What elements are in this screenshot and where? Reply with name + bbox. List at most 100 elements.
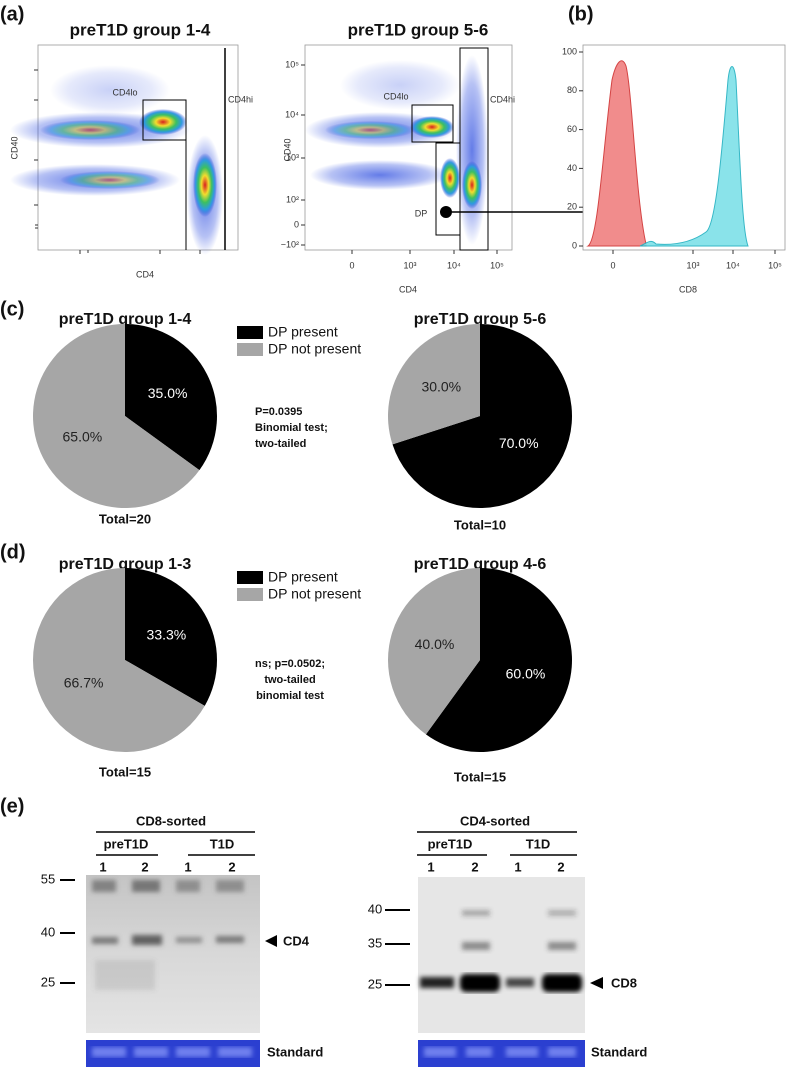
plot-title: preT1D group 1-4 xyxy=(70,20,211,39)
lane-label: 1 xyxy=(427,859,434,874)
x-tick-label: 10³ xyxy=(403,260,416,270)
pie-slice xyxy=(425,568,572,752)
band-label: CD4 xyxy=(283,933,310,948)
y-tick-label: 10⁴ xyxy=(285,109,299,119)
y-tick-label: 10⁵ xyxy=(285,59,299,69)
marker-label: 40 xyxy=(368,901,382,916)
axis-label: CD40 xyxy=(282,138,292,161)
y-tick-label: 0 xyxy=(294,219,299,229)
annotation: binomial test xyxy=(256,690,324,702)
legend-label: DP not present xyxy=(268,586,361,602)
value-label: 60.0% xyxy=(506,665,546,681)
x-tick-label: 10⁴ xyxy=(726,260,740,270)
value-label: 33.3% xyxy=(147,627,187,643)
legend-label: DP present xyxy=(268,324,338,340)
pie-slice xyxy=(32,324,200,509)
y-tick-label: −10² xyxy=(281,239,299,249)
legend-swatch xyxy=(237,588,263,601)
marker-label: 40 xyxy=(41,924,55,939)
x-tick-label: 10⁵ xyxy=(768,260,782,270)
pie-slice xyxy=(125,568,218,706)
y-tick-label: 40 xyxy=(567,163,577,173)
gate-label: CD4lo xyxy=(383,91,408,101)
band-label: CD8 xyxy=(611,975,637,990)
pie-title: preT1D group 1-4 xyxy=(59,311,192,328)
legend-swatch xyxy=(237,571,263,584)
annotation: two-tailed xyxy=(255,438,306,450)
standard-label: Standard xyxy=(591,1044,647,1059)
panel-label: (b) xyxy=(568,3,594,25)
gate-label: CD4lo xyxy=(112,87,137,97)
group-label: T1D xyxy=(526,836,551,851)
marker-label: 55 xyxy=(41,871,55,886)
histogram xyxy=(582,44,786,254)
lane-label: 1 xyxy=(514,859,521,874)
x-tick-label: 10⁵ xyxy=(490,260,504,270)
x-tick-label: 0 xyxy=(610,260,615,270)
lane-label: 1 xyxy=(184,859,191,874)
pie-slice xyxy=(125,324,217,471)
x-tick-label: 10⁴ xyxy=(447,260,461,270)
pie-slice xyxy=(388,324,480,445)
pie-title: preT1D group 4-6 xyxy=(414,556,547,573)
legend-swatch xyxy=(237,343,263,356)
marker-label: 35 xyxy=(368,935,382,950)
marker-label: 25 xyxy=(41,974,55,989)
legend-label: DP not present xyxy=(268,341,361,357)
group-label: preT1D xyxy=(104,836,149,851)
group-label: T1D xyxy=(210,836,235,851)
value-label: 40.0% xyxy=(415,636,455,652)
legend-label: DP present xyxy=(268,569,338,585)
blot-header: CD8-sorted xyxy=(136,813,206,828)
axis-label: CD8 xyxy=(679,284,697,294)
legend-swatch xyxy=(237,326,263,339)
pie-title: preT1D group 1-3 xyxy=(59,556,192,573)
pie-title: preT1D group 5-6 xyxy=(414,311,547,328)
y-tick-label: 10² xyxy=(286,194,299,204)
western-blot xyxy=(60,831,277,1067)
flow-plot xyxy=(10,44,239,255)
value-label: 65.0% xyxy=(63,428,103,444)
pie-slice xyxy=(388,568,480,735)
annotation: two-tailed xyxy=(264,674,315,686)
marker-label: 25 xyxy=(368,976,382,991)
pie-footer: Total=15 xyxy=(99,764,151,779)
lane-label: 2 xyxy=(557,859,564,874)
y-tick-label: 80 xyxy=(567,85,577,95)
annotation: Binomial test; xyxy=(255,422,328,434)
gate-label: DP xyxy=(415,208,428,218)
annotation: ns; p=0.0502; xyxy=(255,658,325,670)
pie-footer: Total=15 xyxy=(454,769,506,784)
pie-footer: Total=10 xyxy=(454,517,506,532)
group-label: preT1D xyxy=(428,836,473,851)
panel-label: (c) xyxy=(0,298,24,320)
y-tick-label: 0 xyxy=(572,240,577,250)
x-tick-label: 0 xyxy=(349,260,354,270)
pie-footer: Total=20 xyxy=(99,511,151,526)
axis-label: CD40 xyxy=(9,136,19,159)
panel-label: (e) xyxy=(0,795,24,817)
x-tick-label: 10³ xyxy=(686,260,699,270)
lane-label: 2 xyxy=(471,859,478,874)
annotation: P=0.0395 xyxy=(255,406,302,418)
western-blot xyxy=(385,831,603,1067)
pie-slice xyxy=(33,568,205,753)
value-label: 66.7% xyxy=(64,675,104,691)
plot-title: preT1D group 5-6 xyxy=(348,20,489,39)
lane-label: 1 xyxy=(99,859,106,874)
lane-label: 2 xyxy=(228,859,235,874)
blot-header: CD4-sorted xyxy=(460,813,530,828)
flow-plot xyxy=(301,44,699,254)
value-label: 30.0% xyxy=(421,379,461,395)
y-tick-label: 60 xyxy=(567,124,577,134)
pie-slice xyxy=(392,324,572,508)
panel-label: (a) xyxy=(0,3,24,25)
value-label: 70.0% xyxy=(499,435,539,451)
gate-label: CD4hi xyxy=(228,94,253,104)
standard-label: Standard xyxy=(267,1044,323,1059)
lane-label: 2 xyxy=(141,859,148,874)
value-label: 35.0% xyxy=(148,385,188,401)
panel-label: (d) xyxy=(0,541,26,563)
axis-label: CD4 xyxy=(399,284,417,294)
